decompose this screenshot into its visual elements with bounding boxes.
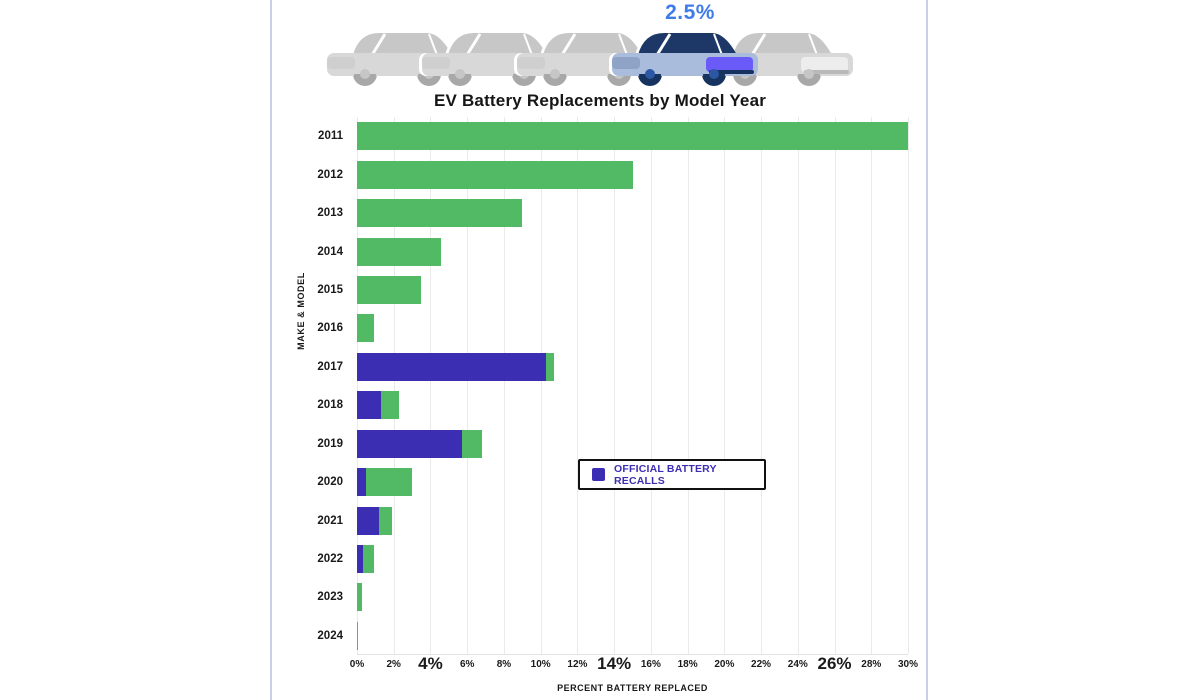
x-tick-label: 16% [640, 659, 661, 670]
legend-recall-swatch [592, 468, 605, 481]
recall-bar-segment [357, 352, 547, 381]
year-label: 2011 [318, 130, 343, 143]
recall-bar-segment [357, 506, 380, 535]
gridline [393, 117, 395, 654]
x-tick-label: 14% [597, 654, 632, 673]
year-label: 2022 [317, 552, 343, 565]
bar-row-2022 [357, 544, 908, 573]
replacement-bar-segment [461, 429, 482, 458]
bar-row-2024 [357, 621, 908, 650]
x-tick-label: 24% [787, 659, 808, 670]
gridline [834, 117, 836, 654]
y-axis-labels: 2011 2012 2013 2014 2015 2016 2017 2018 2019 2020… [293, 117, 343, 655]
replacement-bar-segment [362, 544, 374, 573]
x-tick-label: 12% [567, 659, 588, 670]
x-tick-label: 26% [817, 654, 852, 673]
gridline [761, 117, 763, 654]
replacement-bar-segment [357, 583, 362, 612]
replacement-bar-segment [546, 352, 554, 381]
x-tick-label: 30% [897, 659, 919, 670]
year-label: 2021 [317, 514, 343, 527]
x-tick-label: 4% [418, 654, 443, 673]
gridline [430, 117, 432, 654]
bar-row-2014 [357, 237, 908, 266]
replacement-bar-segment [357, 621, 359, 650]
year-label: 2023 [317, 591, 343, 604]
x-axis-tick-labels: 0% 2% 4% 6% 8% 10% 12% 14% 16% 18% 20% 22% 24% 26% 28%… [350, 654, 918, 678]
recall-bar-segment [357, 544, 363, 573]
bar-row-2015 [357, 275, 908, 304]
year-label: 2019 [317, 437, 343, 450]
recall-bar-segment [357, 429, 462, 458]
gridline [650, 117, 652, 654]
bar-row-2011 [357, 122, 908, 151]
bar-row-2019 [357, 429, 908, 458]
gridline [357, 117, 358, 654]
replacement-bar-segment [357, 122, 908, 151]
replacement-bar-segment [357, 314, 374, 343]
replacement-bar-segment [357, 160, 633, 189]
x-axis-title: PERCENT BATTERY REPLACED [557, 683, 708, 693]
gridline [687, 117, 689, 654]
gridline [503, 117, 505, 654]
x-tick-label: 28% [861, 659, 882, 670]
x-tick-label: 0% [349, 659, 365, 670]
year-label: 2020 [317, 476, 343, 489]
recall-bar-segment [357, 468, 367, 497]
replacement-bar-segment [357, 275, 422, 304]
replacement-bar-segment [379, 506, 392, 535]
bar-row-2021 [357, 506, 908, 535]
x-tick-label: 18% [677, 659, 698, 670]
bar-row-2018 [357, 391, 908, 420]
x-tick-label: 20% [714, 659, 735, 670]
x-tick-label: 2% [386, 659, 401, 670]
year-label: 2012 [317, 168, 343, 181]
bar-row-2012 [357, 160, 908, 189]
replacement-bar-segment [357, 237, 442, 266]
bar-chart-plot-area [357, 117, 909, 655]
bar-row-2023 [357, 583, 908, 612]
gridline [724, 117, 726, 654]
recall-bar-segment [357, 391, 381, 420]
year-label: 2016 [317, 322, 343, 335]
highlighted-car-icon [610, 25, 760, 89]
legend: OFFICIAL BATTERY RECALLS [578, 459, 766, 490]
year-label: 2013 [317, 207, 343, 220]
legend-recall-label: OFFICIAL BATTERY RECALLS [614, 462, 717, 487]
car-row-illustration [325, 25, 855, 91]
replacement-bar-segment [380, 391, 400, 420]
gridline [577, 117, 579, 654]
bar-row-2013 [357, 199, 908, 228]
replacement-bar-segment [366, 468, 413, 497]
year-label: 2015 [317, 283, 343, 296]
bar-row-2016 [357, 314, 908, 343]
chart-title: EV Battery Replacements by Model Year [433, 91, 767, 110]
y-axis-title: MAKE & MODEL [296, 272, 306, 350]
bar-row-2017 [357, 352, 908, 381]
gridline [797, 117, 799, 654]
year-label: 2024 [317, 629, 343, 642]
year-label: 2017 [317, 360, 343, 373]
highlight-percentage-label: 2.5% [665, 1, 715, 24]
x-tick-label: 6% [459, 659, 475, 670]
gridline [540, 117, 542, 654]
gridline [467, 117, 469, 654]
x-tick-label: 8% [496, 659, 512, 670]
replacement-bar-segment [357, 199, 523, 228]
year-label: 2018 [317, 399, 343, 412]
infographic-card [270, 0, 928, 700]
gridline [908, 117, 909, 654]
x-tick-label: 10% [530, 659, 551, 670]
gridline [614, 117, 616, 654]
x-tick-label: 22% [751, 659, 772, 670]
year-label: 2014 [317, 245, 343, 258]
gridline [871, 117, 873, 654]
bar-row-2020 [357, 468, 908, 497]
